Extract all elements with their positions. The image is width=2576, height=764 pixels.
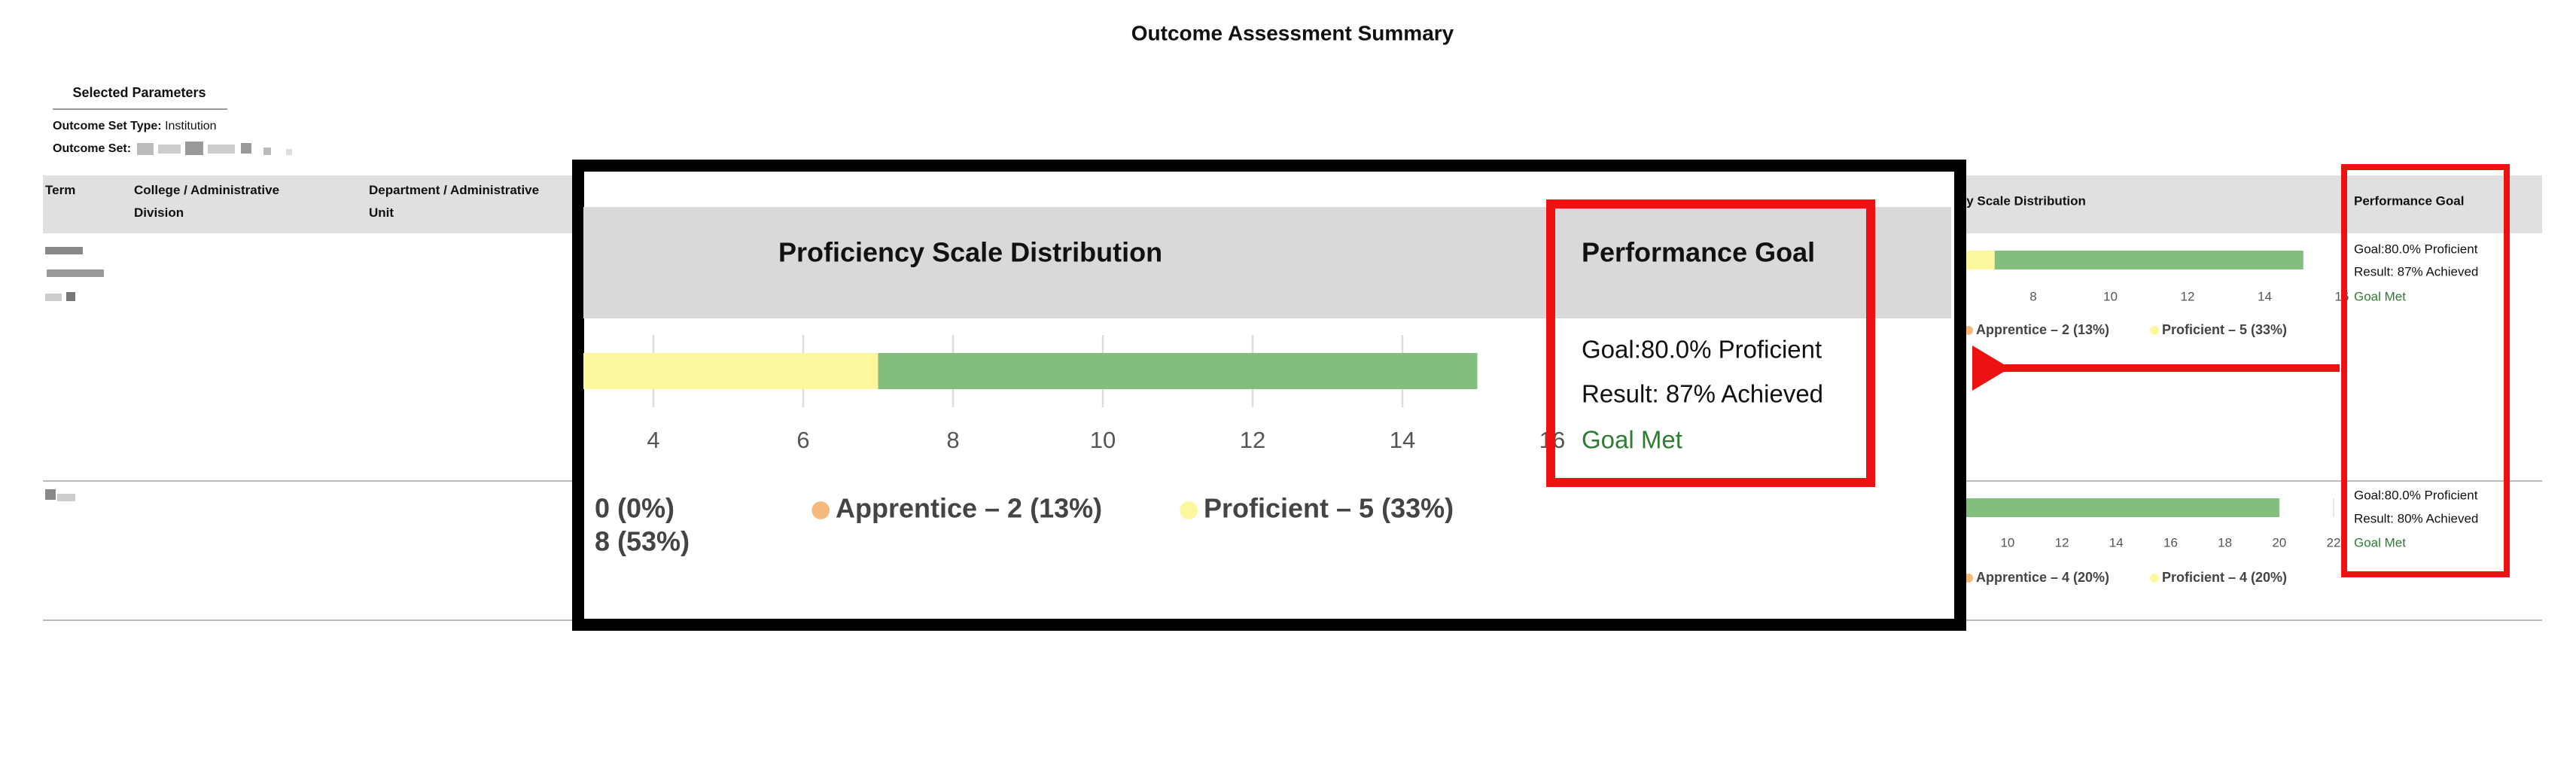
x-tick-label: 14	[2258, 289, 2272, 303]
goal-line: Result: 87% Achieved	[2354, 264, 2478, 279]
x-tick-label: 12	[2055, 535, 2069, 549]
x-tick-label: 12	[2181, 289, 2195, 303]
column-header: Proficiency Scale Distribution	[778, 237, 1162, 268]
goal-line: Goal:80.0% Proficient	[2354, 488, 2478, 502]
legend-label: Proficient – 5 (33%)	[1204, 493, 1454, 524]
zoom-chart: 4 6 8 10 12 14 160 (0%) Apprentice – 2 (13%) Pro…	[354, 335, 1565, 557]
x-tick-label: 16	[2163, 535, 2178, 549]
bar-segment	[354, 353, 504, 389]
legend-label: 0 (0%)	[595, 493, 674, 524]
bar-segment	[1953, 498, 2279, 517]
x-tick-label: 6	[796, 427, 809, 453]
x-tick-label: 8	[946, 427, 959, 453]
parameter-value: Institution	[165, 120, 216, 132]
parameter-label: Outcome Set:	[53, 142, 131, 155]
x-tick-label: 8	[2029, 289, 2036, 303]
parameter-label: Outcome Set Type:	[53, 120, 162, 132]
parameter: Outcome Set Type: Institution	[53, 120, 217, 132]
x-tick-label: 12	[1240, 427, 1265, 453]
legend-label: Apprentice – 2 (13%)	[836, 493, 1102, 524]
legend-swatch	[1180, 501, 1198, 519]
legend-label: Apprentice – 4 (20%)	[1976, 570, 2109, 585]
goal-line: Result: 80% Achieved	[2354, 511, 2478, 525]
x-tick-label: 18	[2218, 535, 2232, 549]
redacted	[45, 247, 104, 501]
column-header: Department / Administrative Unit	[369, 183, 540, 220]
parameters-heading: Selected Parameters	[72, 85, 206, 100]
x-tick-label: 20	[2272, 535, 2286, 549]
column-header: Performance Goal	[1582, 237, 1815, 268]
column-header: Term	[45, 183, 76, 197]
x-tick-label: 10	[1090, 427, 1116, 453]
legend-swatch	[1964, 574, 1974, 583]
goal-status: Goal Met	[2354, 289, 2406, 303]
bar-segment	[1994, 251, 2303, 269]
annotations	[1546, 164, 2510, 577]
x-tick-label: 14	[1390, 427, 1415, 453]
x-tick-label: 10	[2103, 289, 2118, 303]
x-tick-label: 4	[647, 427, 659, 453]
legend-swatch	[1964, 326, 1974, 335]
goal-status: Goal Met	[2354, 535, 2406, 549]
legend-label: Proficient – 4 (20%)	[2162, 570, 2287, 585]
redacted	[137, 142, 292, 155]
column-header: College / Administrative Division	[134, 183, 280, 220]
bar-segment	[878, 353, 1478, 389]
legend-swatch	[811, 501, 830, 519]
goal-line: Goal:80.0% Proficient	[2354, 242, 2478, 256]
x-tick-label: 10	[2000, 535, 2014, 549]
bar-segment	[583, 353, 878, 389]
report-title: Outcome Assessment Summary	[1131, 21, 1454, 44]
legend-swatch	[2150, 326, 2160, 335]
highlight-box	[2341, 164, 2510, 577]
goal-line: Result: 87% Achieved	[1582, 380, 1823, 408]
goal-status: Goal Met	[1582, 426, 1682, 454]
column-header: Performance Goal	[2354, 193, 2464, 208]
zoom-callout: Proficiency Scale Distribution Performan…	[354, 160, 1966, 631]
x-tick-label: 14	[2109, 535, 2124, 549]
x-tick-label: 22	[2327, 535, 2341, 549]
legend-label: Apprentice – 2 (13%)	[1976, 322, 2109, 337]
legend-label: Proficient – 5 (33%)	[2162, 322, 2287, 337]
legend-label: 8 (53%)	[595, 526, 690, 557]
callout-header	[583, 207, 1951, 318]
goal-line: Goal:80.0% Proficient	[1582, 336, 1822, 364]
legend-swatch	[2150, 574, 2160, 583]
highlight-box	[1546, 199, 1875, 487]
